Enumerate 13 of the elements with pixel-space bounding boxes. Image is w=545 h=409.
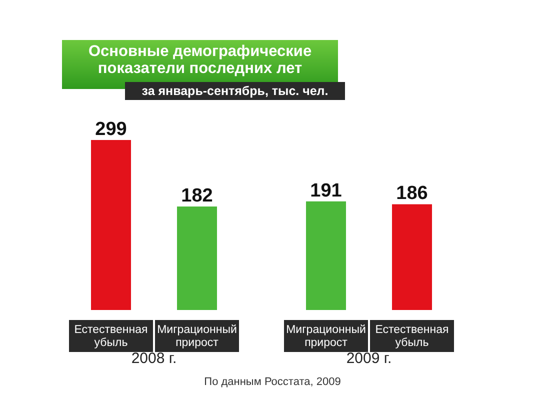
x-tick-label: Естественная убыль: [74, 324, 148, 349]
chart-title: Основные демографические показатели последних лет: [88, 43, 312, 77]
data-label: 186: [396, 183, 428, 204]
data-label: 299: [95, 119, 127, 140]
data-label: 191: [310, 180, 342, 202]
chart-subtitle: за январь-сентябрь, тыс. чел.: [125, 82, 345, 100]
data-label: 182: [181, 186, 213, 207]
x-tick-label: Естественная убыль: [375, 324, 449, 349]
text: По данным Росстата, 2009: [203, 376, 342, 388]
text: 2008 г.: [130, 350, 178, 367]
x-tick-label: Миграционный прирост: [157, 324, 237, 349]
x-tick-label: Миграционный прирост: [286, 324, 366, 349]
text: 2009 г.: [345, 350, 393, 367]
